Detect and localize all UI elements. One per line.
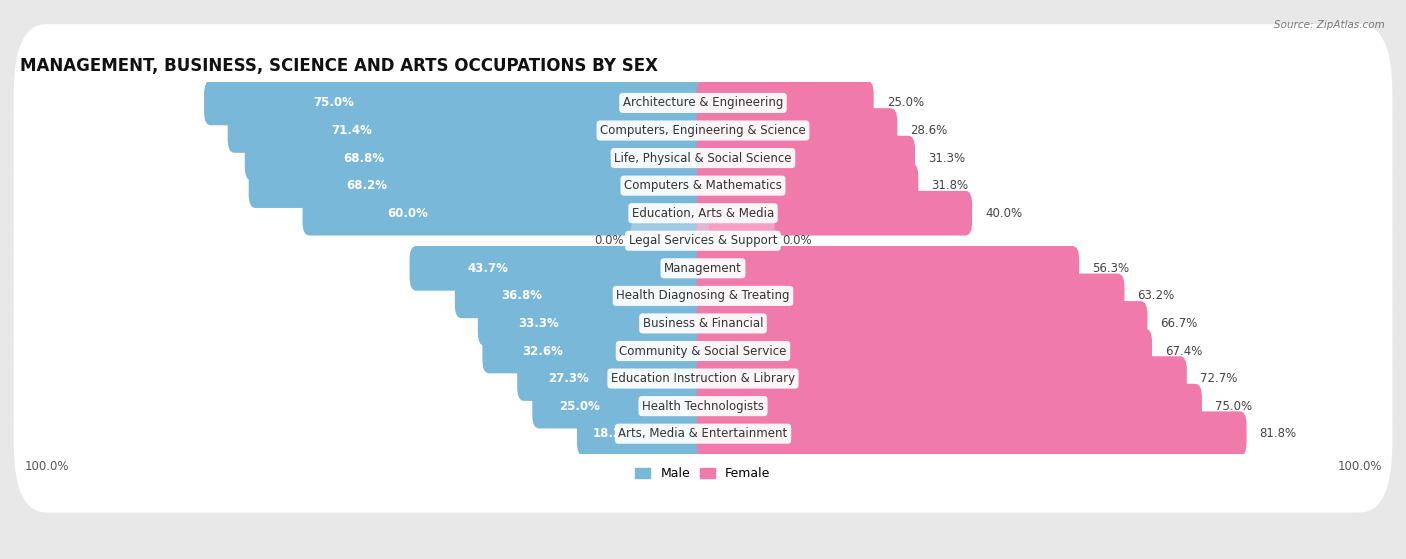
FancyBboxPatch shape (14, 355, 1392, 513)
Legend: Male, Female: Male, Female (630, 462, 776, 485)
FancyBboxPatch shape (696, 329, 1152, 373)
Text: 25.0%: 25.0% (560, 400, 600, 413)
Text: 60.0%: 60.0% (387, 207, 427, 220)
FancyBboxPatch shape (696, 301, 1147, 346)
FancyBboxPatch shape (696, 108, 897, 153)
Text: 43.7%: 43.7% (467, 262, 509, 275)
Text: Education, Arts & Media: Education, Arts & Media (631, 207, 775, 220)
Text: Health Technologists: Health Technologists (643, 400, 763, 413)
Text: 66.7%: 66.7% (1160, 317, 1198, 330)
Text: 75.0%: 75.0% (314, 97, 354, 110)
FancyBboxPatch shape (696, 163, 918, 208)
FancyBboxPatch shape (302, 191, 710, 235)
Text: 63.2%: 63.2% (1137, 290, 1175, 302)
Text: 75.0%: 75.0% (1215, 400, 1253, 413)
Text: 56.3%: 56.3% (1092, 262, 1129, 275)
Text: 71.4%: 71.4% (330, 124, 371, 137)
Text: Legal Services & Support: Legal Services & Support (628, 234, 778, 247)
Text: Arts, Media & Entertainment: Arts, Media & Entertainment (619, 427, 787, 440)
FancyBboxPatch shape (576, 411, 710, 456)
Text: 25.0%: 25.0% (887, 97, 924, 110)
Text: MANAGEMENT, BUSINESS, SCIENCE AND ARTS OCCUPATIONS BY SEX: MANAGEMENT, BUSINESS, SCIENCE AND ARTS O… (20, 57, 658, 75)
FancyBboxPatch shape (456, 273, 710, 318)
Text: Health Diagnosing & Treating: Health Diagnosing & Treating (616, 290, 790, 302)
FancyBboxPatch shape (696, 246, 1080, 291)
FancyBboxPatch shape (14, 328, 1392, 485)
FancyBboxPatch shape (14, 162, 1392, 320)
FancyBboxPatch shape (517, 356, 710, 401)
FancyBboxPatch shape (631, 219, 710, 263)
FancyBboxPatch shape (245, 136, 710, 181)
FancyBboxPatch shape (14, 245, 1392, 402)
Text: 0.0%: 0.0% (595, 234, 624, 247)
Text: 18.2%: 18.2% (593, 427, 634, 440)
FancyBboxPatch shape (482, 329, 710, 373)
Text: 36.8%: 36.8% (502, 290, 543, 302)
Text: 0.0%: 0.0% (782, 234, 811, 247)
Text: Business & Financial: Business & Financial (643, 317, 763, 330)
FancyBboxPatch shape (14, 51, 1392, 209)
FancyBboxPatch shape (14, 79, 1392, 237)
Text: Computers, Engineering & Science: Computers, Engineering & Science (600, 124, 806, 137)
Text: Computers & Mathematics: Computers & Mathematics (624, 179, 782, 192)
FancyBboxPatch shape (14, 190, 1392, 347)
Text: Architecture & Engineering: Architecture & Engineering (623, 97, 783, 110)
Text: Education Instruction & Library: Education Instruction & Library (612, 372, 794, 385)
FancyBboxPatch shape (409, 246, 710, 291)
FancyBboxPatch shape (14, 107, 1392, 264)
Text: 40.0%: 40.0% (986, 207, 1022, 220)
FancyBboxPatch shape (249, 163, 710, 208)
FancyBboxPatch shape (696, 219, 775, 263)
FancyBboxPatch shape (14, 134, 1392, 292)
FancyBboxPatch shape (14, 217, 1392, 375)
Text: 31.3%: 31.3% (928, 151, 966, 164)
FancyBboxPatch shape (204, 80, 710, 125)
FancyBboxPatch shape (14, 24, 1392, 182)
FancyBboxPatch shape (14, 300, 1392, 457)
FancyBboxPatch shape (533, 384, 710, 428)
FancyBboxPatch shape (696, 136, 915, 181)
Text: 32.6%: 32.6% (522, 344, 562, 358)
Text: 28.6%: 28.6% (911, 124, 948, 137)
Text: 33.3%: 33.3% (519, 317, 560, 330)
FancyBboxPatch shape (228, 108, 710, 153)
Text: 81.8%: 81.8% (1260, 427, 1296, 440)
FancyBboxPatch shape (696, 191, 972, 235)
Text: Community & Social Service: Community & Social Service (619, 344, 787, 358)
Text: 68.2%: 68.2% (347, 179, 388, 192)
Text: Source: ZipAtlas.com: Source: ZipAtlas.com (1274, 20, 1385, 30)
FancyBboxPatch shape (696, 80, 873, 125)
FancyBboxPatch shape (696, 356, 1187, 401)
Text: Management: Management (664, 262, 742, 275)
Text: Life, Physical & Social Science: Life, Physical & Social Science (614, 151, 792, 164)
Text: 72.7%: 72.7% (1199, 372, 1237, 385)
FancyBboxPatch shape (14, 272, 1392, 430)
Text: 27.3%: 27.3% (548, 372, 589, 385)
Text: 68.8%: 68.8% (343, 151, 385, 164)
FancyBboxPatch shape (478, 301, 710, 346)
FancyBboxPatch shape (696, 273, 1125, 318)
Text: 67.4%: 67.4% (1166, 344, 1202, 358)
Text: 31.8%: 31.8% (931, 179, 969, 192)
FancyBboxPatch shape (696, 384, 1202, 428)
FancyBboxPatch shape (696, 411, 1247, 456)
